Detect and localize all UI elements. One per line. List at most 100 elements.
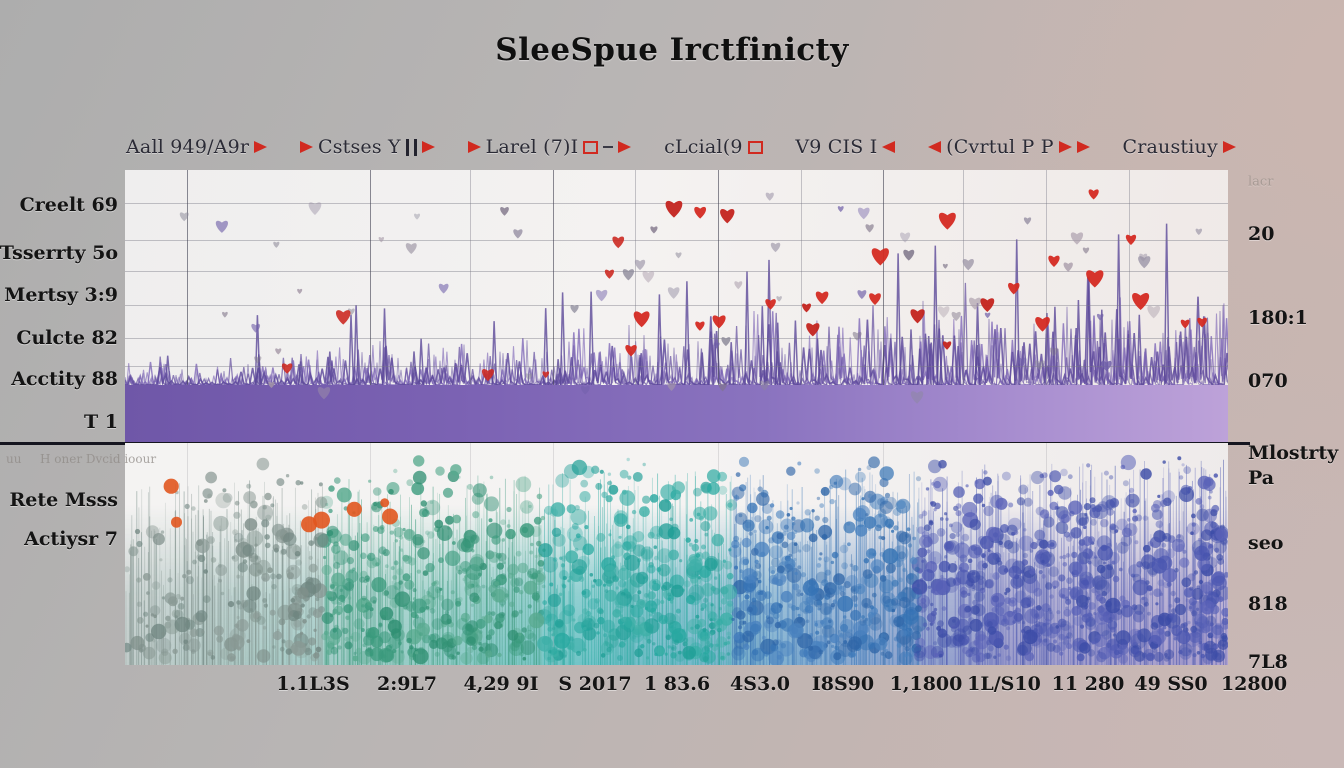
density-dot [613,510,628,525]
density-dot [1179,487,1194,503]
density-dot [1191,513,1196,519]
density-dot [256,615,266,625]
density-dot [1023,629,1038,645]
scatter-heart-muted [275,348,282,355]
density-dot [1210,625,1224,639]
density-dot [816,496,821,501]
density-dot [472,511,480,519]
density-dot [1003,644,1009,650]
legend-item-5[interactable]: (Cvrtul P P [928,136,1090,158]
density-dot [974,591,985,602]
density-dot [775,510,785,519]
density-dot [296,600,302,606]
density-dot [337,601,342,606]
density-dot [1057,618,1067,628]
density-dot [931,620,935,624]
square-outline-icon [583,140,599,154]
density-dot [1088,602,1096,610]
density-dot [1087,536,1095,544]
density-dot [1196,508,1209,522]
density-dot [716,618,723,626]
legend-item-1[interactable]: Cstses Y [299,136,435,158]
density-dot [388,488,394,495]
density-dot [271,583,277,590]
density-dot [1191,522,1196,527]
density-dot [184,619,196,630]
density-dot [470,603,475,607]
density-dot [389,530,394,535]
density-dot [1128,564,1142,578]
density-dot [808,609,812,614]
density-dot [1217,558,1225,565]
purple-area-band [125,385,1228,443]
density-dot [379,606,394,621]
density-dot [1070,625,1074,629]
density-dot [479,630,483,634]
x-tick-3: S 2017 [558,673,632,695]
density-dot [944,542,952,550]
density-dot [583,648,587,652]
density-dot [1053,484,1064,495]
density-dot [1195,498,1203,505]
density-scatter-svg [125,454,1228,665]
density-dot [640,644,645,649]
spike-line-peak [1013,239,1020,386]
density-dot [1043,638,1048,643]
density-dot [815,630,820,635]
scatter-heart-muted [251,323,261,333]
density-dot [476,584,480,588]
legend-item-0[interactable]: Aall 949/A9r [126,136,268,158]
density-dot [814,622,818,627]
density-dot [792,583,800,591]
density-dot [818,557,822,561]
density-dot [689,558,702,572]
density-dot [520,640,536,655]
density-dot [1062,554,1067,560]
vertical-gridline [553,170,554,443]
scatter-heart-event [910,309,925,324]
density-dot [978,579,984,586]
density-dot [690,626,694,630]
density-dot [838,629,843,634]
density-dot [1020,597,1032,609]
legend-item-3[interactable]: cLcial(9 [664,136,763,158]
density-dot [1214,547,1220,553]
density-dot [974,479,979,485]
scatter-heart-muted [1138,256,1151,269]
legend-item-2[interactable]: Larel (7)I [467,136,632,158]
density-dot [1030,470,1045,485]
density-dot [625,541,637,552]
density-dot [349,635,354,639]
density-dot [1196,651,1201,655]
density-dot [563,604,576,617]
density-dot [671,584,684,598]
density-dot [1132,508,1137,514]
density-dot [820,486,830,496]
density-dot [677,650,682,655]
density-dot [301,504,308,510]
density-dot [167,577,173,583]
density-dot [1096,652,1107,663]
density-dot [780,590,793,603]
density-dot [798,549,802,553]
legend-item-6[interactable]: Craustiuy [1123,136,1236,158]
density-dot [377,526,385,534]
density-dot [1121,605,1134,618]
density-dot [652,642,656,646]
density-dot [1014,607,1021,614]
density-dot [1149,592,1153,596]
density-dot [870,624,877,631]
density-dot [343,604,353,614]
density-dot [819,503,825,508]
legend-item-4[interactable]: V9 CIS I [795,136,896,158]
density-dot [263,603,268,608]
density-dot [182,574,187,579]
density-dot [753,529,757,534]
density-dot [285,648,293,655]
x-tick-4: 1 83.6 [643,673,711,695]
density-dot [1203,640,1217,654]
density-dot [898,577,904,583]
density-dot [331,544,341,554]
density-dot [1043,516,1055,528]
density-dot [723,641,728,646]
